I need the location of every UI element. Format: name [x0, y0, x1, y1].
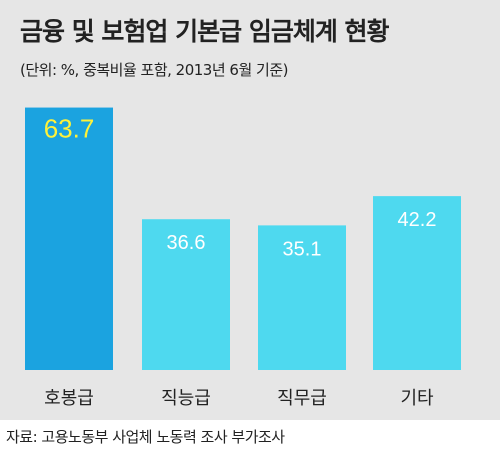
bar-4 [373, 196, 461, 370]
value-label-3: 35.1 [283, 238, 322, 260]
bar-1 [25, 107, 113, 370]
value-label-4: 42.2 [398, 209, 437, 231]
chart-subtitle: (단위: %, 중복비율 포함, 2013년 6월 기준) [20, 61, 288, 79]
value-label-1: 63.7 [44, 114, 95, 144]
value-label-2: 36.6 [167, 232, 206, 254]
category-label-4: 기타 [400, 388, 434, 409]
bar-chart: 63.7 호봉급 36.6 직능급 35.1 직무급 42.2 기타 [25, 107, 461, 409]
bar-3 [258, 225, 346, 370]
bar-2 [142, 219, 230, 370]
chart-card: 금융 및 보험업 기본급 임금체계 현황 (단위: %, 중복비율 포함, 20… [0, 0, 500, 420]
category-label-2: 직능급 [161, 388, 211, 409]
category-label-1: 호봉급 [44, 388, 94, 409]
category-label-3: 직무급 [277, 388, 327, 409]
chart-title: 금융 및 보험업 기본급 임금체계 현황 [20, 17, 390, 46]
source-note: 자료: 고용노동부 사업체 노동력 조사 부가조사 [6, 428, 285, 446]
